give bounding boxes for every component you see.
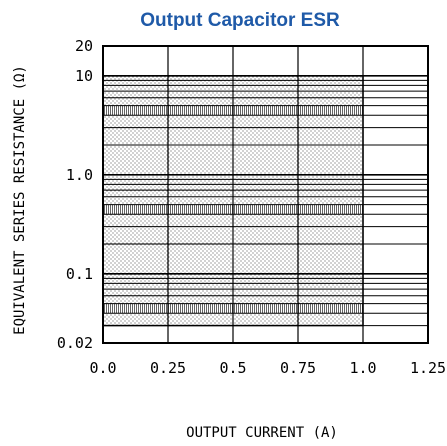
y-tick-label: 0.02 bbox=[57, 334, 93, 352]
chart-title: Output Capacitor ESR bbox=[140, 10, 340, 31]
y-tick-label: 0.1 bbox=[66, 265, 93, 283]
x-tick-label: 0.25 bbox=[150, 359, 186, 377]
grid bbox=[102, 45, 429, 344]
x-axis-label: OUTPUT CURRENT (A) bbox=[186, 425, 338, 441]
y-tick-labels: 0.02 0.1 1.0 10 20 bbox=[57, 37, 93, 352]
x-tick-labels: 0.0 0.25 0.5 0.75 1.0 1.25 bbox=[89, 359, 446, 377]
y-axis-label: EQUIVALENT SERIES RESISTANCE (Ω) bbox=[12, 65, 28, 335]
plot-frame bbox=[102, 45, 429, 344]
y-tick-label: 10 bbox=[75, 67, 93, 85]
x-tick-label: 0.75 bbox=[280, 359, 316, 377]
x-tick-label: 0.5 bbox=[219, 359, 246, 377]
x-tick-label: 0.0 bbox=[89, 359, 116, 377]
y-tick-label: 20 bbox=[75, 37, 93, 55]
x-tick-label: 1.0 bbox=[349, 359, 376, 377]
x-tick-label: 1.25 bbox=[410, 359, 446, 377]
y-tick-label: 1.0 bbox=[66, 166, 93, 184]
